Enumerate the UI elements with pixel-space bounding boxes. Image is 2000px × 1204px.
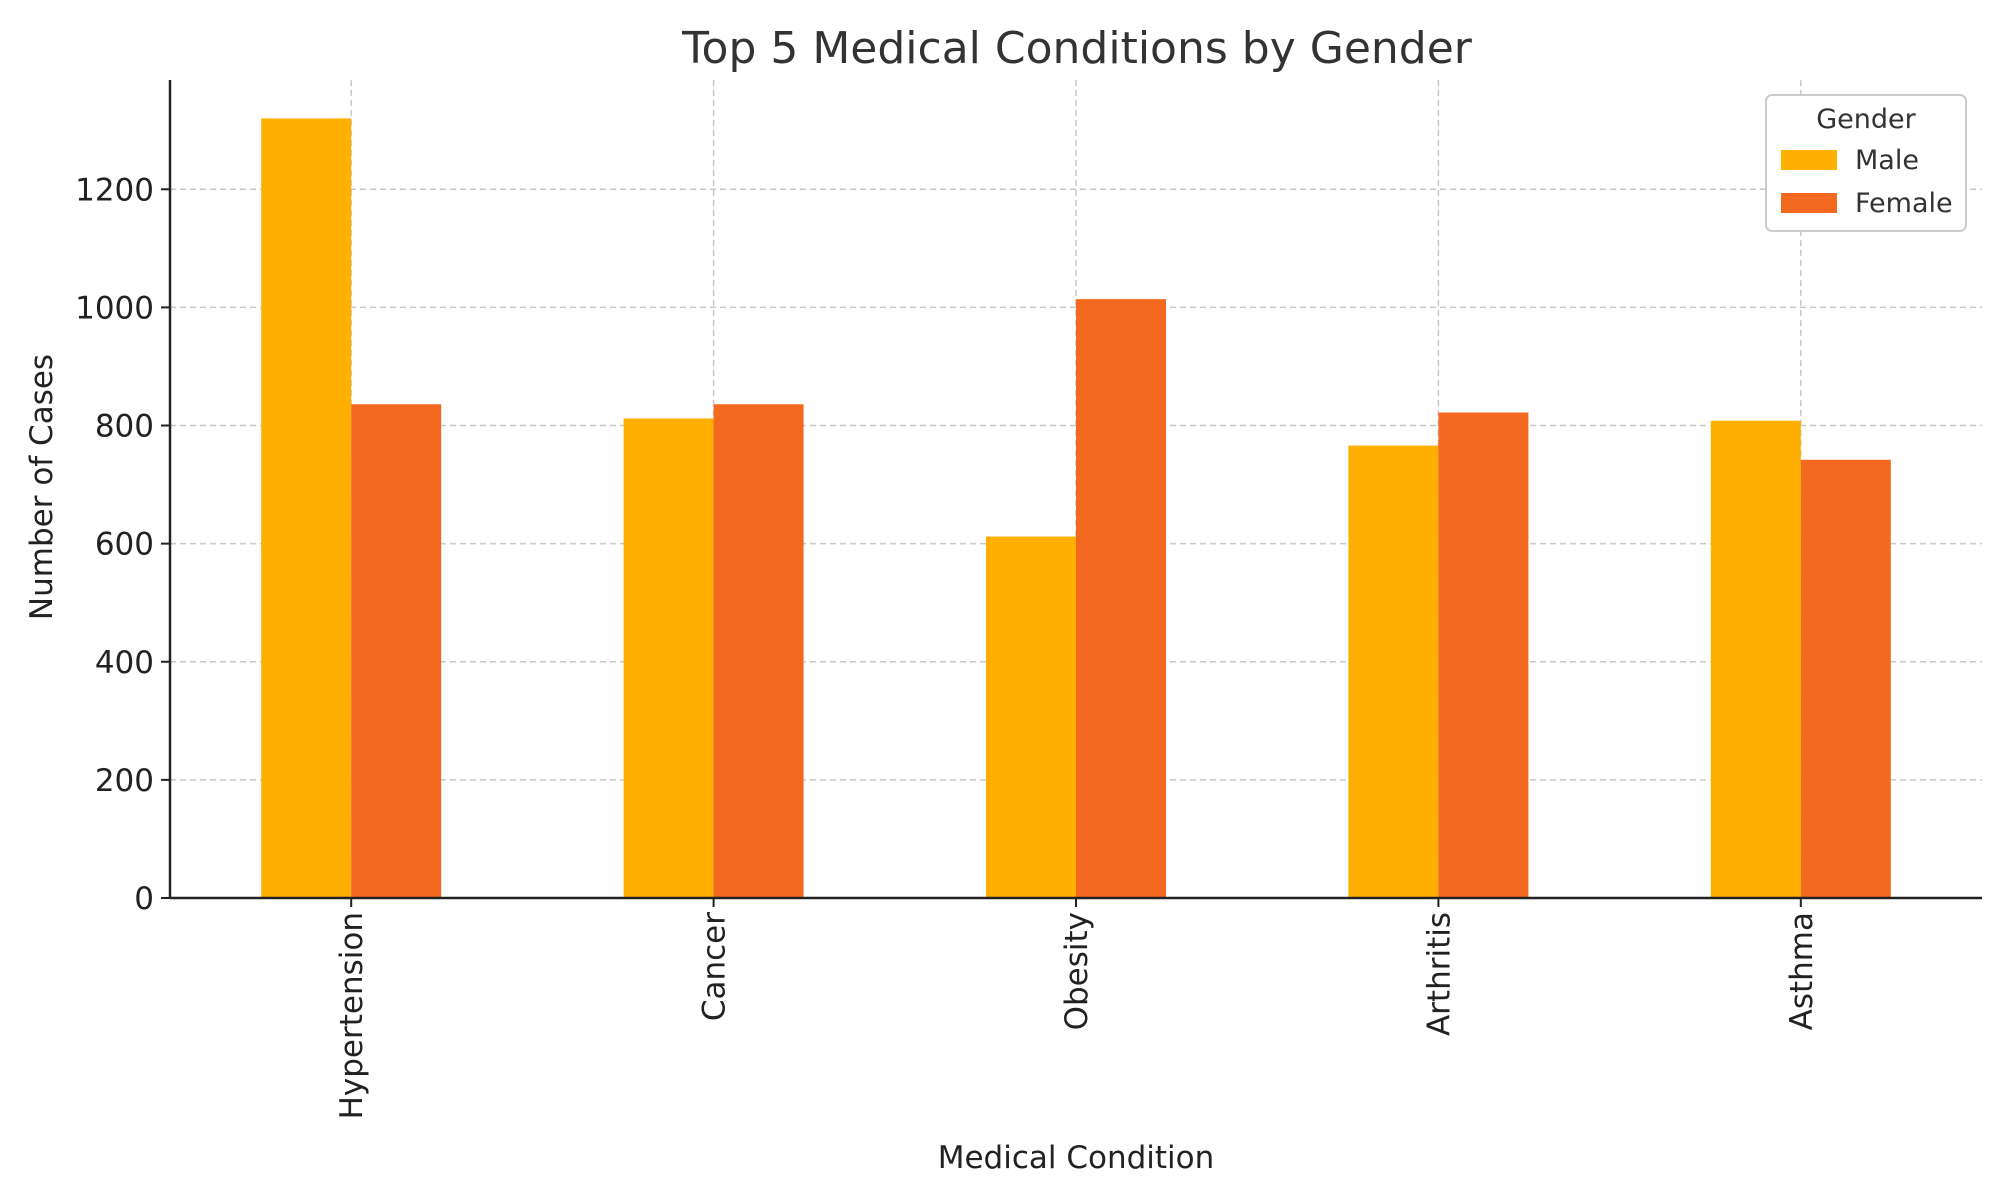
y-tick-label: 1000	[75, 290, 154, 326]
bars	[261, 118, 1891, 898]
y-tick-label: 200	[95, 763, 154, 799]
axes	[161, 80, 1982, 907]
bar-female-arthritis	[1438, 412, 1529, 898]
bar-female-cancer	[713, 404, 804, 898]
bar-female-obesity	[1076, 299, 1166, 898]
legend-swatch-female	[1781, 193, 1837, 213]
bar-female-hypertension	[351, 404, 442, 898]
legend: Gender Male Female	[1765, 94, 1967, 232]
legend-items: Male Female	[1781, 145, 1953, 219]
legend-label-female: Female	[1855, 188, 1953, 219]
legend-swatch-male	[1781, 150, 1837, 170]
y-tick-label: 0	[134, 881, 154, 917]
bar-male-arthritis	[1348, 445, 1439, 898]
x-axis-label: Medical Condition	[938, 1140, 1215, 1176]
bar-male-hypertension	[261, 118, 352, 898]
x-tick-label: Arthritis	[1421, 912, 1457, 1036]
x-tick-label: Obesity	[1059, 912, 1095, 1030]
bar-male-asthma	[1710, 420, 1801, 898]
y-tick-label: 400	[95, 645, 154, 681]
chart-title: Top 5 Medical Conditions by Gender	[681, 23, 1473, 74]
tick-labels: 0 200 400 600 800 1000 1200 Hypertension Cancer O…	[75, 172, 1820, 1119]
y-tick-label: 600	[95, 527, 154, 563]
bar-male-cancer	[623, 418, 714, 898]
x-tick-label: Hypertension	[334, 912, 370, 1119]
y-tick-label: 800	[95, 409, 154, 445]
x-tick-label: Asthma	[1784, 912, 1820, 1030]
legend-title: Gender	[1816, 104, 1916, 135]
bar-female-asthma	[1800, 459, 1891, 898]
y-tick-label: 1200	[75, 172, 154, 208]
x-tick-label: Cancer	[697, 912, 733, 1021]
bar-male-obesity	[986, 536, 1076, 898]
legend-label-male: Male	[1855, 145, 1919, 176]
y-axis-label: Number of Cases	[24, 354, 60, 620]
